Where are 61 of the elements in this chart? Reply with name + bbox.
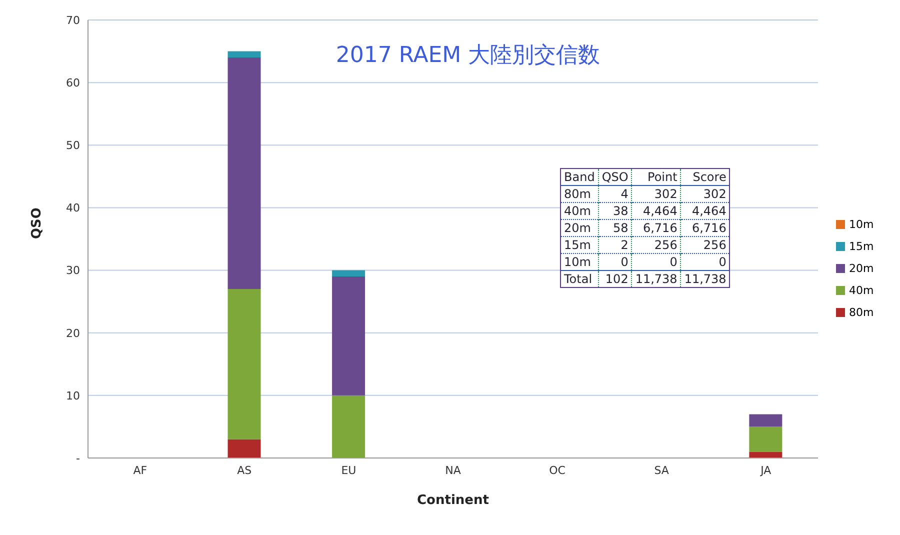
bar xyxy=(332,270,366,277)
x-tick-label: AS xyxy=(237,464,252,477)
legend-label: 20m xyxy=(849,262,874,275)
y-axis-title: QSO xyxy=(30,208,45,239)
bar xyxy=(749,452,782,458)
annotation: 256 xyxy=(680,236,730,254)
annotation: 4,464 xyxy=(632,202,681,220)
y-tick-label: 60 xyxy=(66,76,80,90)
y-tick-label: 10 xyxy=(66,389,80,402)
annotation: 6,716 xyxy=(680,220,730,236)
annotation: 40m xyxy=(563,203,592,220)
annotation: 38 xyxy=(598,202,632,220)
bar xyxy=(228,439,261,458)
x-tick-label: SA xyxy=(654,464,670,477)
bar xyxy=(749,414,782,427)
annotation: 15m xyxy=(563,237,592,254)
annotation: Point xyxy=(632,169,681,186)
annotation: 0 xyxy=(598,254,632,270)
annotation: Band xyxy=(563,169,596,186)
annotation: 80m xyxy=(563,186,592,202)
annotation: Total xyxy=(563,271,594,287)
annotation: 302 xyxy=(680,186,730,202)
annotation: 102 xyxy=(598,270,632,287)
y-tick-label: 70 xyxy=(66,14,80,27)
annotation: 4 xyxy=(598,186,632,202)
x-tick-label: AF xyxy=(133,464,148,477)
legend-label: 80m xyxy=(849,306,874,319)
bar xyxy=(228,58,261,290)
x-tick-label: OC xyxy=(549,464,566,477)
y-tick-label: 30 xyxy=(66,264,80,278)
bar xyxy=(749,426,782,452)
annotation: QSO xyxy=(598,169,632,186)
x-axis-title: Continent xyxy=(417,493,489,508)
x-tick-label: EU xyxy=(341,464,356,477)
bar xyxy=(228,289,261,440)
bar xyxy=(332,276,366,396)
y-tick-label: 50 xyxy=(66,139,80,152)
legend-label: 15m xyxy=(849,240,874,253)
y-tick-label: - xyxy=(76,452,80,465)
annotation: 302 xyxy=(632,186,681,202)
legend-label: 40m xyxy=(849,284,874,297)
annotation: 0 xyxy=(680,254,730,270)
annotation: 256 xyxy=(632,236,681,254)
annotation: 10m xyxy=(563,254,592,270)
annotation: Score xyxy=(680,169,730,186)
x-tick-label: JA xyxy=(760,464,772,477)
legend-label: 10m xyxy=(849,218,874,231)
annotation: 4,464 xyxy=(680,202,730,220)
x-tick-label: NA xyxy=(445,464,462,477)
annotation: 11,738 xyxy=(680,270,730,287)
y-tick-label: 40 xyxy=(66,202,80,215)
annotation: 2 xyxy=(598,236,632,254)
annotation: 20m xyxy=(563,220,592,236)
bar xyxy=(228,51,261,58)
annotation: 11,738 xyxy=(632,270,681,287)
y-tick-label: 20 xyxy=(66,326,80,340)
annotation: 0 xyxy=(632,254,681,270)
annotation: 58 xyxy=(598,220,632,236)
annotation: 6,716 xyxy=(632,220,681,236)
text: 2017 RAEM 大陸別交信数 xyxy=(334,42,602,70)
bar xyxy=(332,395,366,458)
